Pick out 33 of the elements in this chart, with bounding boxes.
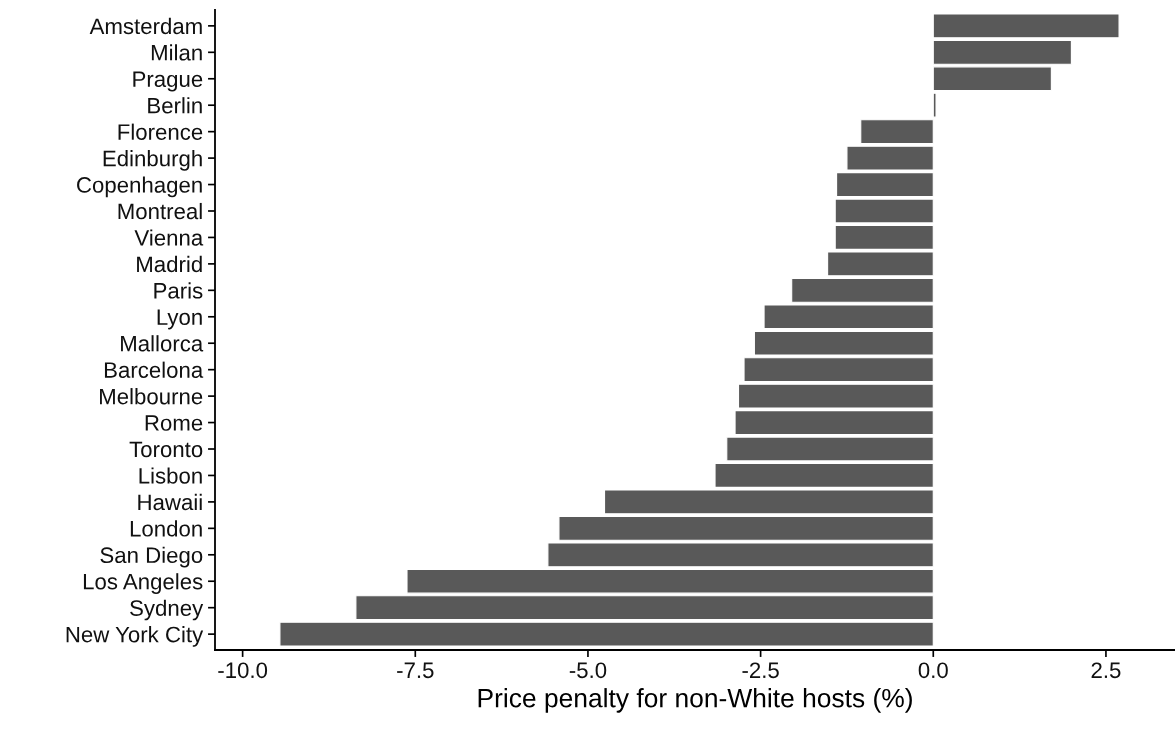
y-tick-label: Berlin	[148, 97, 202, 114]
y-tick-label: Mallorca	[121, 335, 204, 352]
y-tick-label: Paris	[154, 282, 203, 299]
y-tick-label: Toronto	[129, 441, 203, 458]
y-tick-label: Prague	[133, 71, 203, 92]
y-tick-label: Amsterdam	[89, 17, 202, 35]
x-tick-label: -7.5	[397, 662, 434, 679]
y-tick-label: Vienna	[134, 229, 204, 246]
y-tick-label: Barcelona	[104, 361, 204, 378]
x-axis-title: Price penalty for non-White hosts (%)	[478, 688, 912, 713]
x-tick-label: -10.0	[218, 662, 268, 679]
y-tick-label: New York City	[66, 626, 204, 647]
y-tick-label: Montreal	[118, 202, 202, 220]
y-tick-label: Copenhagen	[77, 176, 202, 198]
x-tick-label: 0.0	[918, 662, 948, 679]
x-tick-label: 2.5	[1091, 662, 1121, 679]
y-tick-label: Hawaii	[138, 493, 202, 511]
y-tick-label: Sydney	[130, 599, 204, 621]
bar	[932, 13, 1120, 39]
y-tick-label: Lyon	[157, 309, 202, 330]
y-tick-label: Milan	[151, 44, 202, 61]
y-tick-label: Lisbon	[139, 467, 202, 484]
x-tick-label: -2.5	[742, 662, 779, 679]
x-tick-label: -5.0	[569, 662, 607, 679]
y-tick-label: Rome	[145, 415, 203, 431]
y-tick-label: London	[130, 520, 202, 537]
y-tick-label: Edinburgh	[103, 150, 202, 171]
y-tick-label: Los Angeles	[83, 573, 203, 594]
y-tick-label: Florence	[118, 123, 203, 140]
y-tick-label: Melbourne	[100, 388, 203, 405]
y-tick-label: San Diego	[100, 546, 203, 568]
y-tick-label: Madrid	[137, 255, 202, 273]
bar	[279, 621, 934, 647]
